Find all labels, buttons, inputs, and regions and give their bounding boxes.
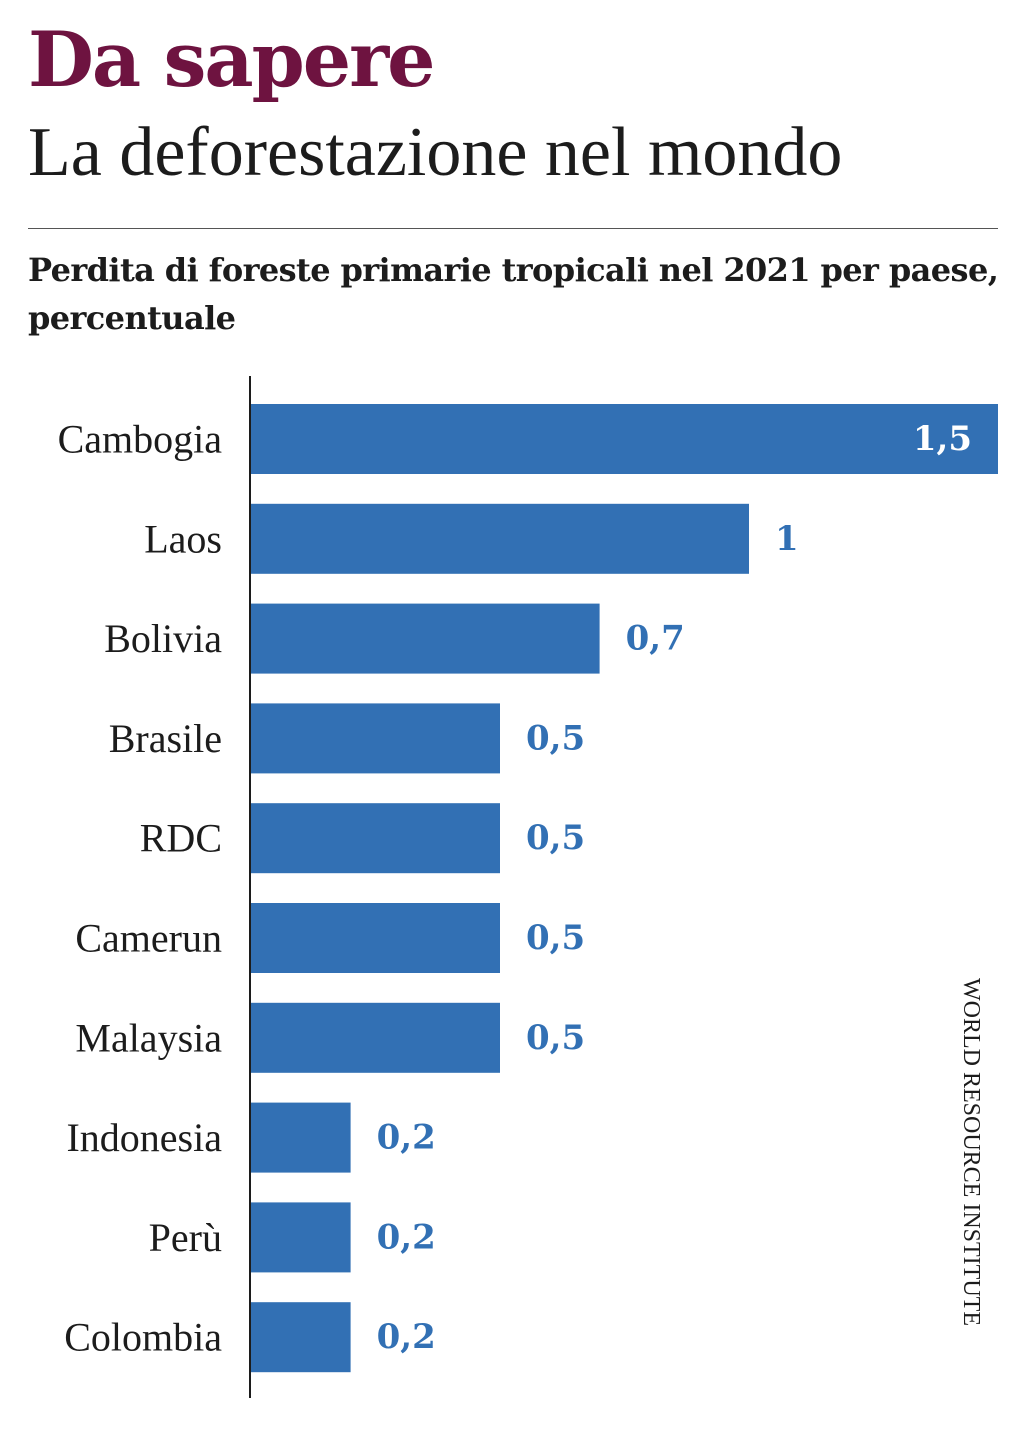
- bar-camerun: [251, 903, 500, 973]
- divider: [28, 228, 998, 229]
- chart-subtitle: Perdita di foreste primarie tropicali ne…: [28, 251, 999, 337]
- value-label: 0,5: [526, 818, 585, 858]
- category-label: Camerun: [75, 916, 222, 961]
- value-label: 0,5: [526, 1018, 585, 1058]
- value-label: 0,5: [526, 918, 585, 958]
- bar-colombia: [251, 1302, 351, 1373]
- category-label: Malaysia: [75, 1015, 222, 1060]
- bar-brasile: [251, 703, 500, 774]
- category-label: Brasile: [109, 716, 222, 761]
- category-label: Perù: [149, 1215, 222, 1260]
- value-label: 0,2: [377, 1118, 436, 1158]
- bar-per-: [251, 1202, 351, 1273]
- value-label: 0,7: [626, 619, 685, 659]
- category-label: RDC: [140, 816, 222, 861]
- source-credit: WORLD RESOURCE INSTITUTE: [958, 978, 984, 1326]
- value-label: 0,2: [377, 1217, 436, 1257]
- category-label: Cambogia: [58, 417, 223, 462]
- bar-malaysia: [251, 1002, 500, 1073]
- bar-rdc: [251, 803, 500, 874]
- page-title: La deforestazione nel mondo: [28, 114, 843, 191]
- category-label: Indonesia: [66, 1115, 222, 1160]
- kicker-title: Da sapere: [28, 15, 436, 104]
- value-label: 0,2: [377, 1317, 436, 1357]
- value-label: 0,5: [526, 718, 585, 758]
- category-label: Laos: [144, 516, 222, 561]
- category-label: Bolivia: [104, 616, 222, 661]
- value-label: 1,5: [913, 419, 972, 459]
- category-label: Colombia: [64, 1315, 222, 1360]
- value-label: 1: [775, 519, 799, 559]
- bar-indonesia: [251, 1102, 351, 1173]
- bar-laos: [251, 503, 749, 574]
- bar-cambogia: [251, 404, 998, 474]
- bar-bolivia: [251, 603, 600, 674]
